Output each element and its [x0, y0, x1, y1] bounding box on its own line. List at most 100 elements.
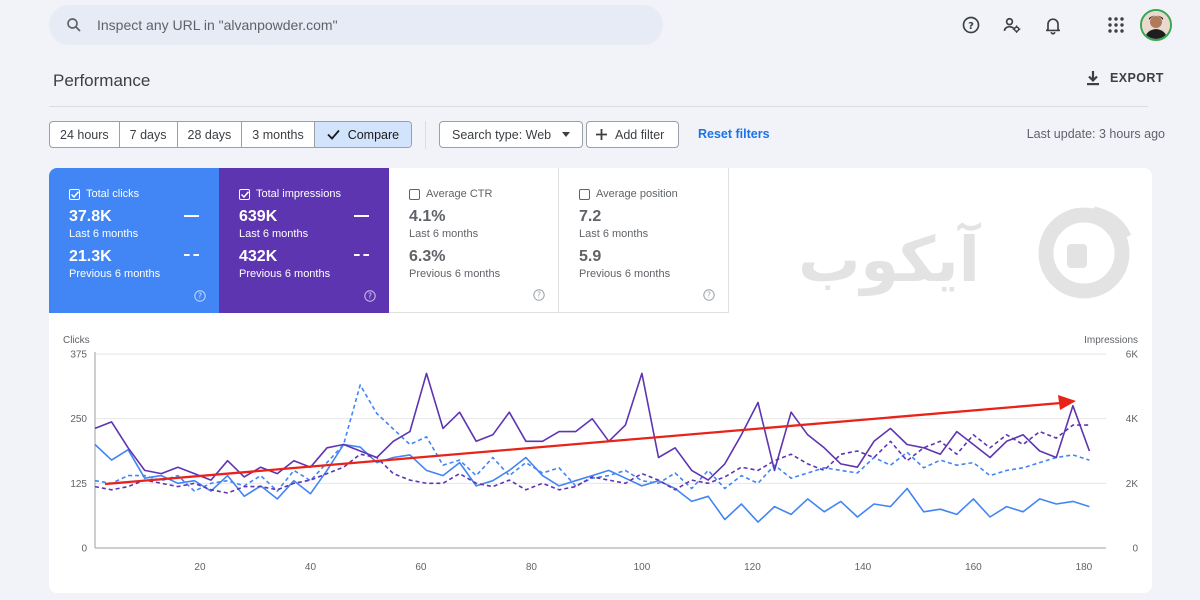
svg-text:?: ?: [968, 21, 974, 32]
compare-button[interactable]: Compare: [314, 122, 412, 147]
search-input[interactable]: Inspect any URL in "alvanpowder.com": [97, 17, 338, 33]
url-inspect-search[interactable]: Inspect any URL in "alvanpowder.com": [49, 5, 663, 45]
metric-previous-period: Previous 6 months: [579, 268, 671, 280]
metric-label: Average CTR: [426, 188, 493, 200]
y-left-tick-label: 375: [70, 350, 87, 361]
last-update-text: Last update: 3 hours ago: [1026, 127, 1165, 141]
y-right-tick-label: 6K: [1126, 350, 1139, 361]
x-tick-label: 40: [305, 562, 317, 573]
metric-previous-period: Previous 6 months: [409, 268, 501, 280]
series-line-total-impressions-previous[interactable]: [94, 424, 1090, 494]
checkbox-checked-icon[interactable]: [69, 188, 80, 200]
range-28-days[interactable]: 28 days: [178, 122, 243, 147]
solid-line-legend: [354, 215, 369, 217]
help-icon[interactable]: ?: [194, 290, 206, 302]
trend-annotation: [104, 395, 1076, 486]
dashed-line-legend: [354, 254, 369, 256]
download-icon: [1087, 71, 1099, 86]
chart-grid: 0 0 125 2K 250 4K 375 6K 20 40 60 80 100 120 140 160 180: [70, 350, 1138, 574]
solid-line-legend: [184, 215, 199, 217]
account-avatar[interactable]: [1140, 9, 1172, 41]
metric-value: 7.2: [579, 208, 602, 225]
metric-previous-value: 5.9: [579, 248, 602, 265]
metric-value: 639K: [239, 208, 278, 225]
top-bar: Inspect any URL in "alvanpowder.com" ?: [0, 0, 1200, 52]
metric-period: Last 6 months: [409, 228, 479, 240]
y-left-tick-label: 0: [81, 544, 87, 555]
metric-label: Total clicks: [86, 188, 140, 200]
range-24-hours[interactable]: 24 hours: [50, 122, 120, 147]
svg-text:?: ?: [198, 292, 202, 301]
y-left-tick-label: 250: [70, 414, 87, 425]
metric-previous-value: 21.3K: [69, 248, 112, 265]
metric-previous-period: Previous 6 months: [239, 268, 331, 280]
export-label: EXPORT: [1110, 71, 1164, 85]
metric-value: 4.1%: [409, 208, 446, 225]
trend-arrow-line: [104, 401, 1062, 486]
apps-grid-icon[interactable]: [1105, 14, 1127, 36]
metric-label: Average position: [596, 188, 678, 200]
metric-period: Last 6 months: [239, 228, 309, 240]
header-divider: [49, 106, 1148, 107]
x-tick-label: 60: [415, 562, 427, 573]
x-tick-label: 140: [855, 562, 872, 573]
svg-text:?: ?: [707, 291, 711, 300]
range-3-months[interactable]: 3 months: [242, 122, 315, 147]
help-icon[interactable]: ?: [703, 289, 715, 301]
help-icon[interactable]: ?: [364, 290, 376, 302]
reset-filters-link[interactable]: Reset filters: [698, 127, 770, 141]
watermark-emblem-icon: [1038, 206, 1132, 299]
range-7-days[interactable]: 7 days: [120, 122, 178, 147]
metric-value: 37.8K: [69, 208, 112, 225]
page-title: Performance: [53, 71, 151, 90]
y-left-axis-label: Clicks: [63, 335, 90, 346]
metric-total-clicks[interactable]: Total clicks 37.8K Last 6 months 21.3K P…: [49, 168, 219, 313]
add-filter-label: Add filter: [615, 127, 665, 142]
search-type-label: Search type: Web: [452, 127, 552, 142]
metric-average-position[interactable]: Average position 7.2 Last 6 months 5.9 P…: [559, 168, 729, 313]
search-type-dropdown[interactable]: Search type: Web: [439, 121, 584, 148]
notifications-icon[interactable]: [1042, 14, 1064, 36]
trend-arrowhead-icon: [1058, 395, 1076, 410]
metric-average-ctr[interactable]: Average CTR 4.1% Last 6 months 6.3% Prev…: [389, 168, 559, 313]
y-right-axis-label: Impressions: [1084, 335, 1138, 346]
chart-series: [94, 372, 1091, 523]
search-icon: [67, 18, 81, 32]
checkbox-checked-icon[interactable]: [239, 188, 250, 200]
metric-period: Last 6 months: [579, 228, 649, 240]
series-line-total-impressions-current[interactable]: [94, 372, 1091, 481]
compare-label: Compare: [347, 127, 400, 142]
metric-period: Last 6 months: [69, 228, 139, 240]
performance-card: Total clicks 37.8K Last 6 months 21.3K P…: [49, 168, 1152, 593]
plus-icon: [596, 129, 607, 140]
help-icon[interactable]: ?: [533, 289, 545, 301]
y-right-tick-label: 4K: [1126, 414, 1139, 425]
x-tick-label: 20: [194, 562, 206, 573]
x-tick-label: 80: [526, 562, 538, 573]
metric-total-impressions[interactable]: Total impressions 639K Last 6 months 432…: [219, 168, 389, 313]
y-left-tick-label: 125: [70, 479, 87, 490]
dropdown-arrow-icon: [562, 132, 571, 137]
add-filter-button[interactable]: Add filter: [586, 121, 680, 148]
metric-previous-value: 432K: [239, 248, 278, 265]
svg-text:?: ?: [537, 291, 541, 300]
export-button[interactable]: EXPORT: [1086, 70, 1164, 86]
series-line-total-clicks-previous[interactable]: [94, 384, 1090, 492]
checkbox-unchecked-icon[interactable]: [579, 188, 590, 200]
x-tick-label: 120: [744, 562, 761, 573]
y-right-tick-label: 2K: [1126, 479, 1139, 490]
dashed-line-legend: [184, 254, 199, 256]
svg-text:?: ?: [368, 292, 372, 301]
x-tick-label: 160: [965, 562, 982, 573]
y-right-tick-label: 0: [1132, 544, 1138, 555]
metric-previous-value: 6.3%: [409, 248, 446, 265]
filter-divider: [425, 121, 426, 149]
check-icon: [327, 129, 340, 140]
metric-previous-period: Previous 6 months: [69, 268, 161, 280]
checkbox-unchecked-icon[interactable]: [409, 188, 420, 200]
manage-users-icon[interactable]: [1001, 14, 1023, 36]
help-icon[interactable]: ?: [960, 14, 982, 36]
watermark-logo: آیکوب: [798, 206, 1132, 299]
x-tick-label: 180: [1076, 562, 1093, 573]
performance-chart: Clicks Impressions 0 0 125 2K 250 4K 375 6K 20 40…: [63, 335, 1138, 574]
